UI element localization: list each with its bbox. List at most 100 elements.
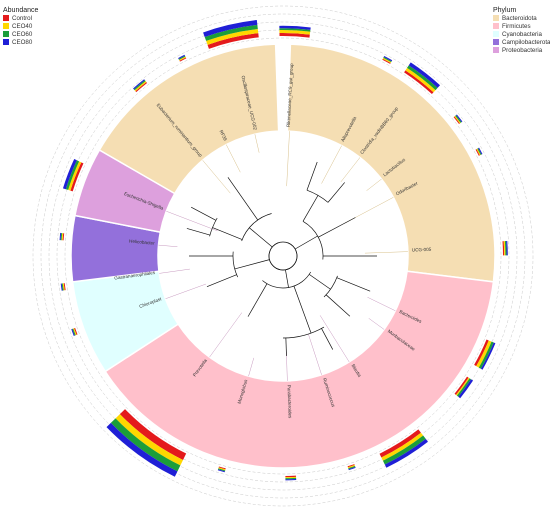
abundance-bar-segment <box>133 79 145 90</box>
abundance-bar-segment <box>206 28 259 45</box>
abundance-bar-segment <box>279 28 311 32</box>
tree-branch <box>227 177 259 221</box>
leaf-connector <box>286 131 290 187</box>
phylum-legend-swatch <box>493 39 499 45</box>
abundance-bar-segment <box>348 466 356 471</box>
tree-branch <box>285 337 287 356</box>
abundance-bar-segment <box>502 241 505 256</box>
abundance-bar-segment <box>74 327 78 335</box>
abundance-bar-segment <box>455 377 470 396</box>
leaf-connector <box>226 144 241 173</box>
tree-branch <box>327 182 345 203</box>
leaf-connector <box>367 296 396 312</box>
abundance-bar-segment <box>475 149 480 156</box>
abundance-legend-swatch <box>3 23 9 29</box>
phylum-legend-swatch <box>493 23 499 29</box>
abundance-bar-segment <box>62 233 65 241</box>
abundance-bar-segment <box>203 20 258 37</box>
abundance-legend-title: Abundance <box>3 7 39 14</box>
abundance-bar-segment <box>62 159 77 190</box>
tree-branch <box>302 195 319 222</box>
phylum-legend-label: Bacteroidota <box>502 15 537 22</box>
leaf-connector <box>319 315 350 363</box>
guide-ring <box>48 21 518 491</box>
tree-branch <box>293 285 312 334</box>
abundance-legend-swatch <box>3 15 9 21</box>
leaf-label: Monoglobus <box>237 378 249 404</box>
leaf-connector <box>166 210 218 232</box>
abundance-bar-segment <box>381 432 424 461</box>
abundance-bar-segment <box>207 33 259 49</box>
abundance-bar-segment <box>384 438 428 468</box>
dashed-guide-rings <box>32 5 534 507</box>
abundance-bar-segment <box>135 82 148 93</box>
abundance-bar-segment <box>456 378 472 397</box>
tree-branch <box>321 328 334 350</box>
abundance-bar-segment <box>60 232 63 241</box>
tree-branch <box>306 189 329 203</box>
tree-branch <box>186 228 211 236</box>
tree-branch <box>302 221 324 260</box>
abundance-bar-segment <box>382 57 392 63</box>
tree-branch <box>234 259 270 270</box>
abundance-bar-segment <box>477 148 482 155</box>
abundance-bar-segment <box>454 115 461 124</box>
leaf-label: Gastranaerophilales <box>114 270 156 281</box>
abundance-bar-segment <box>59 232 62 241</box>
abundance-bar-segment <box>504 241 507 256</box>
abundance-bar-segment <box>474 339 489 367</box>
abundance-bar-segment <box>476 148 481 156</box>
tree-branch <box>241 213 272 242</box>
abundance-bar-segment <box>405 67 436 93</box>
abundance-bar-segment <box>204 24 258 41</box>
leaf-label: Helicobacter <box>129 239 155 246</box>
phylum-sectors <box>70 43 496 469</box>
abundance-bar-segment <box>218 468 226 472</box>
leaf-connector <box>248 357 255 377</box>
leaf-connector <box>366 178 382 191</box>
phylum-legend-swatch <box>493 47 499 53</box>
abundance-bar-segment <box>407 65 438 91</box>
abundance-bar-segment <box>347 464 355 468</box>
abundance-bar-segment <box>60 283 63 291</box>
abundance-bar-segment <box>478 341 494 369</box>
leaf-label: RF39 <box>218 129 228 142</box>
phylum-legend-label: Firmicutes <box>502 23 531 30</box>
abundance-bar-segment <box>382 435 426 465</box>
abundance-legend-swatch <box>3 31 9 37</box>
tree-branch <box>232 251 239 278</box>
abundance-bar-segment <box>478 147 483 155</box>
abundance-bar-segment <box>347 465 355 469</box>
phylum-legend-swatch <box>493 31 499 37</box>
abundance-bar-segment <box>279 33 310 38</box>
abundance-bar-segment <box>454 376 469 395</box>
abundance-bar-segment <box>506 240 508 256</box>
abundance-bar-segment <box>134 81 147 92</box>
abundance-bar-segment <box>65 160 80 190</box>
abundance-bar-segment <box>383 55 393 62</box>
tree-branch <box>285 269 289 288</box>
phylum-legend-title: Phylum <box>493 7 517 14</box>
abundance-bar-segment <box>218 467 226 471</box>
guide-ring <box>40 13 526 499</box>
abundance-bar-segment <box>458 379 474 399</box>
tree-branch <box>247 283 268 317</box>
abundance-bar-segment <box>133 80 146 91</box>
abundance-bar-segment <box>348 466 356 470</box>
abundance-bar-segment <box>383 57 392 63</box>
phylum-legend: Phylum BacteroidotaFirmicutesCyanobacter… <box>493 7 550 54</box>
abundance-bar-segment <box>408 62 441 88</box>
abundance-bar-segment <box>73 328 77 336</box>
tree-branch <box>336 277 371 292</box>
tree-branch <box>212 227 243 240</box>
abundance-bar-segment <box>285 479 297 481</box>
abundance-bar-segment <box>382 58 391 64</box>
abundance-bar-segment <box>178 54 185 59</box>
abundance-bar-segment <box>279 30 311 35</box>
abundance-bar-segment <box>404 70 434 95</box>
leaf-connector <box>364 251 408 254</box>
abundance-bar-segment <box>61 233 64 241</box>
tree-branch <box>206 274 237 288</box>
